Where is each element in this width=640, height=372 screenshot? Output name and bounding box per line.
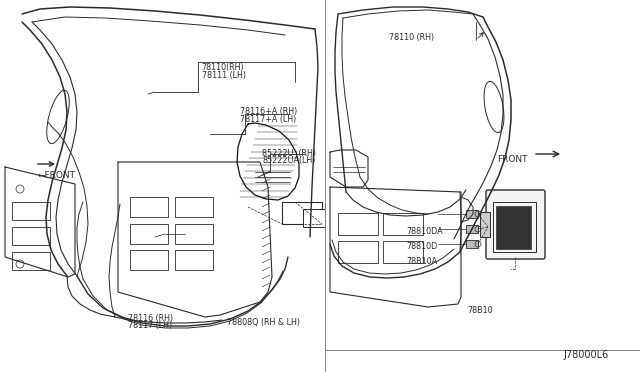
Bar [466,225,478,233]
Text: 78810DA: 78810DA [406,227,443,236]
Bar [130,197,168,217]
Text: 78810D: 78810D [406,242,438,251]
Bar [130,250,168,270]
Text: 78111 (LH): 78111 (LH) [202,71,246,80]
Text: 78110(RH): 78110(RH) [202,63,244,72]
Bar [175,250,213,270]
Bar [493,202,536,252]
Bar [12,252,50,270]
Text: FRONT: FRONT [497,155,528,164]
Bar [175,197,213,217]
Bar [338,241,378,263]
Bar [496,206,531,249]
Bar [12,202,50,220]
Bar [466,240,478,248]
Text: 78808Q (RH & LH): 78808Q (RH & LH) [227,318,300,327]
FancyBboxPatch shape [486,190,545,259]
Text: 78116+A (RH): 78116+A (RH) [240,107,297,116]
Text: 85222UA(LH): 85222UA(LH) [262,156,316,165]
Bar [480,212,490,237]
Bar [175,224,213,244]
Text: 78B10A: 78B10A [406,257,438,266]
Bar [383,213,423,235]
Bar [282,202,322,224]
Bar [303,209,325,227]
Text: 78B10: 78B10 [467,306,493,315]
Bar [466,210,478,218]
Text: 78116 (RH): 78116 (RH) [128,314,173,323]
Bar [338,213,378,235]
Text: 78110 (RH): 78110 (RH) [389,33,435,42]
Bar [130,224,168,244]
Text: J78000L6: J78000L6 [563,350,609,360]
Text: 78117 (LH): 78117 (LH) [128,321,172,330]
Bar [383,241,423,263]
Bar [12,227,50,245]
Text: ←FRONT: ←FRONT [38,171,76,180]
Text: 78117+A (LH): 78117+A (LH) [240,115,296,124]
Text: 85222U  (RH): 85222U (RH) [262,149,316,158]
